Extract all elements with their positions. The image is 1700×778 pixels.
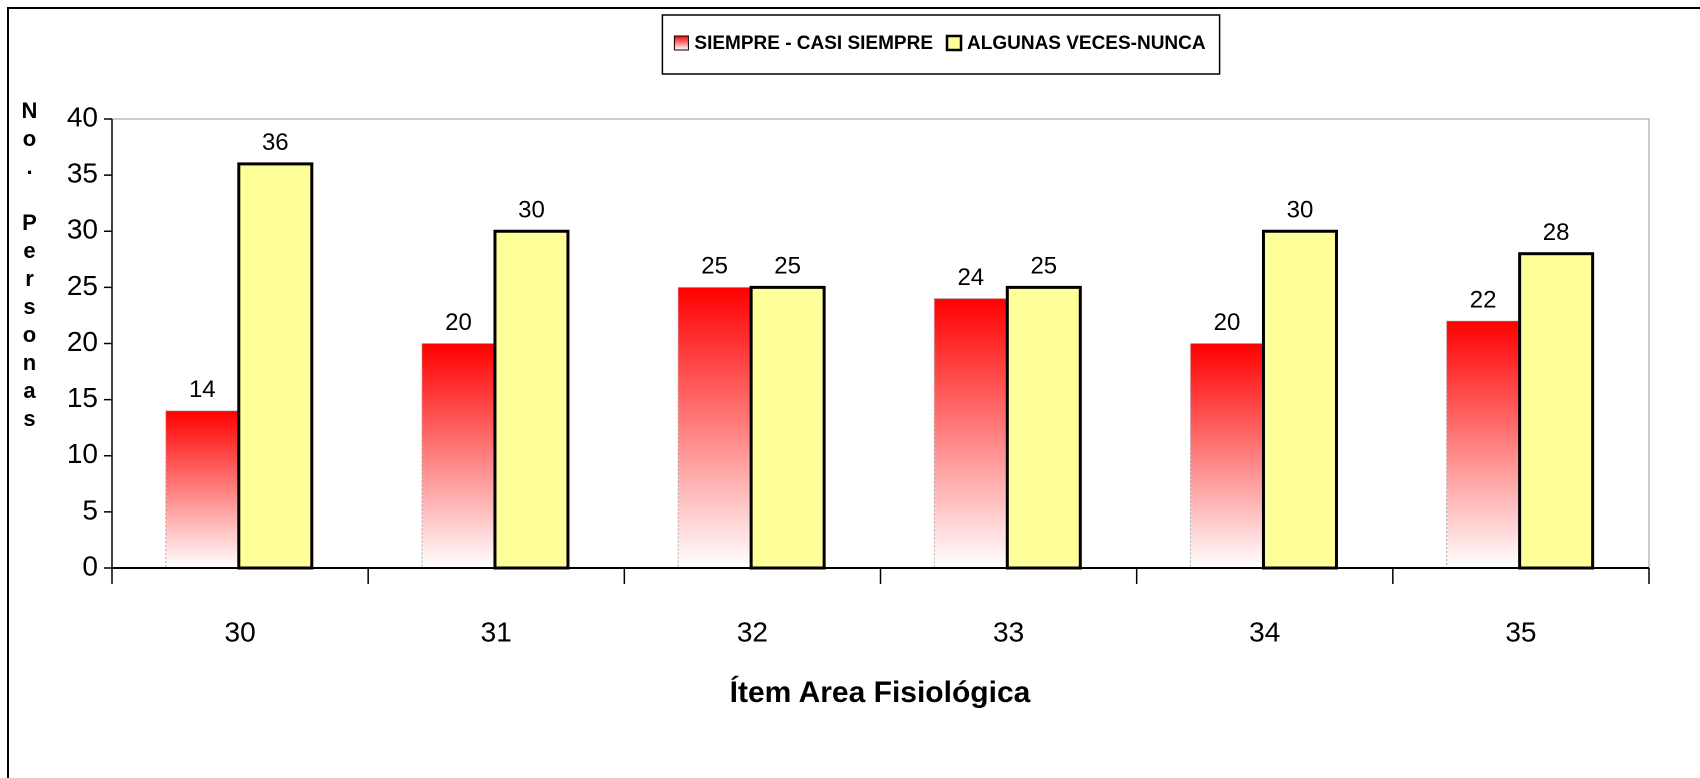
legend-label: ALGUNAS VECES-NUNCA: [967, 33, 1206, 54]
bar: [1005, 285, 1082, 570]
bar: [237, 162, 314, 570]
y-axis-label: No. Personas: [17, 98, 42, 434]
value-label: 22: [1470, 286, 1497, 313]
value-label: 30: [518, 197, 545, 224]
chart-frame: [7, 7, 1700, 778]
bar: [493, 229, 570, 570]
value-label: 20: [1214, 309, 1241, 336]
bar: [933, 298, 1008, 569]
x-tick-label: 30: [225, 616, 256, 647]
x-tick-label: 31: [481, 616, 512, 647]
y-tick-label: 25: [67, 270, 98, 301]
bar: [1189, 343, 1264, 569]
legend-box: [661, 14, 1221, 75]
plot-area: [111, 118, 1650, 569]
x-axis-label: Ítem Area Fisiológica: [730, 675, 1031, 709]
value-label: 25: [1030, 253, 1057, 280]
value-label: 25: [701, 253, 728, 280]
bar: [749, 285, 826, 570]
x-tick-label: 34: [1249, 616, 1280, 647]
x-tick-label: 33: [993, 616, 1024, 647]
y-tick-label: 5: [82, 494, 98, 525]
y-tick-label: 15: [67, 382, 98, 413]
y-tick-label: 10: [67, 438, 98, 469]
value-label: 24: [957, 264, 984, 291]
bar: [677, 286, 752, 569]
legend-swatch: [673, 35, 689, 51]
legend-label: SIEMPRE - CASI SIEMPRE: [694, 33, 933, 54]
value-label: 25: [774, 253, 801, 280]
value-label: 20: [445, 309, 472, 336]
y-tick-label: 35: [67, 158, 98, 189]
y-tick-label: 0: [82, 550, 98, 581]
y-tick-label: 40: [67, 101, 98, 132]
value-label: 36: [262, 129, 289, 156]
legend-swatch: [945, 34, 963, 52]
value-label: 30: [1287, 197, 1314, 224]
x-tick-label: 35: [1505, 616, 1536, 647]
value-label: 28: [1543, 219, 1570, 246]
x-tick-label: 32: [737, 616, 768, 647]
bar: [1261, 229, 1338, 570]
legend: SIEMPRE - CASI SIEMPRE ALGUNAS VECES-NUNC…: [661, 14, 1221, 75]
bar: [1446, 320, 1521, 569]
y-tick-label: 30: [67, 214, 98, 245]
bar: [165, 410, 240, 569]
bar: [421, 343, 496, 569]
bar: [1518, 252, 1595, 570]
y-tick-label: 20: [67, 326, 98, 357]
value-label: 14: [189, 376, 216, 403]
